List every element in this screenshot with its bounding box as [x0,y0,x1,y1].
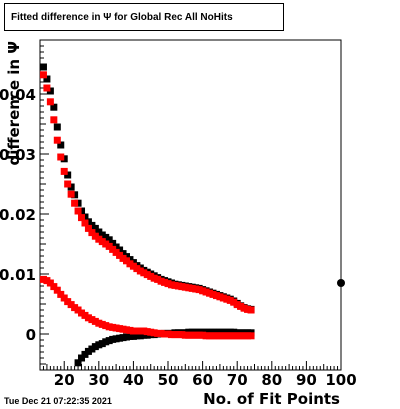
data-point [43,84,51,92]
data-point [50,116,58,124]
y-tick-label: 0.02 [0,206,36,224]
x-tick-label: 60 [192,371,213,389]
x-tick-label: 100 [325,371,356,389]
data-point [39,63,47,71]
y-tick-label: 0.04 [0,86,36,104]
x-tick-label: 80 [261,371,282,389]
data-point [64,180,72,188]
data-point [60,294,68,302]
data-point [74,207,82,215]
x-tick-label: 50 [158,371,179,389]
x-tick-label: 40 [123,371,144,389]
y-tick-label: 0.03 [0,146,36,164]
x-tick-label: 20 [54,371,75,389]
data-point [67,190,75,198]
data-point [57,141,65,149]
timestamp: Tue Dec 21 07:22:35 2021 [4,396,112,406]
y-tick-label: 0.01 [0,266,36,284]
data-point [57,153,65,161]
data-point [46,98,54,106]
data-point [46,279,54,287]
data-points [39,63,345,367]
data-point [53,136,61,144]
x-tick-label: 90 [296,371,317,389]
y-axis-label: difference in Ψ [5,41,23,166]
data-point [71,199,79,207]
data-point [91,224,99,232]
data-point [57,290,65,298]
x-tick-label: 30 [88,371,109,389]
data-point [84,224,92,232]
data-point [43,75,51,83]
data-point [81,219,89,227]
y-tick-label: 0 [26,326,36,344]
data-point [78,214,86,222]
data-point [39,71,47,79]
x-axis-label: No. of Fit Points [203,390,340,408]
data-point [53,286,61,294]
chart-title: Fitted difference in Ψ for Global Rec Al… [4,3,284,31]
data-point [247,306,255,314]
axis-ticks [40,45,342,370]
data-point [337,279,345,287]
x-tick-label: 70 [227,371,248,389]
data-point [50,283,58,291]
data-point [64,171,72,179]
plot-frame [39,39,342,371]
data-point [247,332,255,340]
data-point [50,103,58,111]
data-point [88,229,96,237]
data-point [78,354,86,362]
data-point [53,123,61,131]
data-point [74,359,82,367]
data-point [105,236,113,244]
data-point [60,167,68,175]
tick-labels: 20 30 40 50 60 70 80 90 100 0 0.01 0.02 0.03 0.04 [0,86,357,389]
